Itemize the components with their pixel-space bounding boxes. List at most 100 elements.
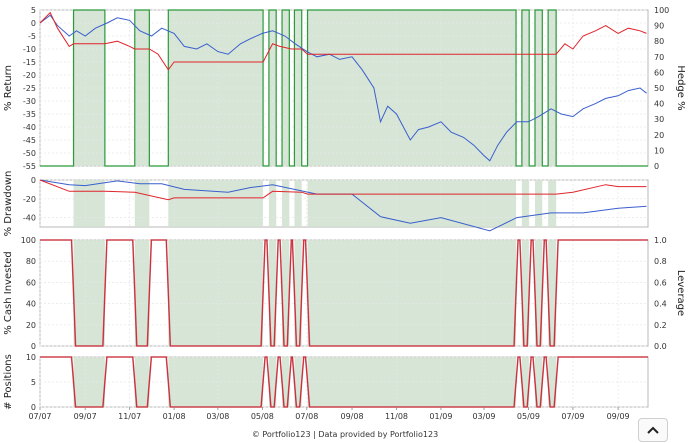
scroll-to-top-button[interactable]	[638, 418, 668, 442]
hedge-shade-positions-5	[294, 357, 302, 407]
ytick-return-3: -10	[23, 45, 36, 54]
hedge-shade-drawdown-3	[268, 180, 277, 227]
y2tick-cash-0: 1.0	[654, 236, 667, 245]
xtick-label-4: 03/08	[206, 412, 229, 421]
xtick-label-0: 07/07	[28, 412, 51, 421]
y-axis-label-drawdown: % Drawdown	[3, 171, 14, 237]
hedge-shade-positions-1	[134, 357, 150, 407]
ytick-return-8: -35	[23, 110, 36, 119]
ytick-return-6: -25	[23, 84, 36, 93]
hedge-shade-cash-4	[282, 240, 290, 346]
hedge-shade-drawdown-5	[294, 180, 302, 227]
y2-axis-label-return: Hedge %	[675, 65, 686, 110]
hedge-shade-drawdown-2	[168, 180, 264, 227]
hedge-shade-return-8	[535, 10, 543, 166]
hedge-shade-drawdown-6	[307, 180, 517, 227]
hedge-shade-cash-8	[535, 240, 543, 346]
hedge-line	[40, 9, 648, 167]
hedge-shade-drawdown-4	[282, 180, 290, 227]
hedge-shade-drawdown-9	[548, 180, 557, 227]
y2tick-return-6: 40	[654, 100, 664, 109]
xtick-label-6: 07/08	[295, 412, 318, 421]
ytick-return-12: -55	[23, 162, 36, 171]
xtick-label-12: 07/09	[561, 412, 584, 421]
y2tick-return-5: 50	[654, 84, 664, 93]
y2tick-return-0: 100	[654, 6, 669, 15]
ytick-positions-1: 5	[31, 378, 36, 387]
y-axis-label-positions: # Positions	[3, 354, 14, 410]
ytick-return-7: -30	[23, 97, 36, 106]
ytick-drawdown-0: 0	[31, 176, 36, 185]
red-line-return	[39, 11, 647, 71]
hedge-shade-cash-1	[134, 240, 150, 346]
hedge-shade-positions-8	[535, 357, 543, 407]
y2tick-return-4: 60	[654, 68, 664, 77]
hedge-shade-drawdown-1	[134, 180, 150, 227]
ytick-return-5: -20	[23, 71, 36, 80]
ytick-cash-2: 60	[26, 278, 36, 287]
y2tick-cash-2: 0.6	[654, 278, 667, 287]
footer-credit: © Portfolio123 | Data provided by Portfo…	[251, 430, 439, 439]
hedge-shade-drawdown-8	[535, 180, 543, 227]
chevron-up-icon	[647, 426, 659, 434]
y-axis-label-return: % Return	[3, 65, 14, 111]
hedge-shade-return-5	[294, 10, 302, 166]
y2tick-return-2: 80	[654, 37, 664, 46]
hedge-shade-cash-3	[268, 240, 277, 346]
blue-line-return	[39, 14, 647, 162]
hedge-shade-drawdown-7	[521, 180, 530, 227]
y2tick-cash-5: 0.0	[654, 342, 667, 351]
xtick-label-2: 11/07	[118, 412, 141, 421]
y2tick-cash-3: 0.4	[654, 300, 667, 309]
xtick-label-10: 03/09	[472, 412, 495, 421]
hedge-shade-cash-9	[548, 240, 557, 346]
y2tick-cash-1: 0.8	[654, 257, 667, 266]
xtick-label-1: 09/07	[74, 412, 97, 421]
ytick-return-2: -5	[28, 32, 36, 41]
hedge-shade-cash-5	[294, 240, 302, 346]
ytick-cash-3: 40	[26, 300, 36, 309]
data-layer	[39, 9, 648, 408]
xtick-label-11: 05/09	[517, 412, 540, 421]
ytick-cash-1: 80	[26, 257, 36, 266]
ytick-cash-4: 20	[26, 321, 36, 330]
step-line-positions	[40, 356, 648, 408]
ytick-drawdown-2: -40	[23, 214, 36, 223]
xtick-label-3: 01/08	[163, 412, 186, 421]
ytick-cash-0: 100	[21, 236, 36, 245]
y2tick-return-7: 30	[654, 115, 664, 124]
ytick-return-10: -45	[23, 136, 36, 145]
y2-axis-label-cash: Leverage	[675, 270, 686, 316]
y2tick-return-8: 20	[654, 131, 664, 140]
axes-layer: 50-5-10-15-20-25-30-35-40-45-50-55100908…	[3, 6, 686, 421]
y2tick-return-3: 70	[654, 53, 664, 62]
xtick-label-7: 09/08	[340, 412, 363, 421]
ytick-return-1: 0	[31, 19, 36, 28]
red-line-drawdown	[39, 179, 647, 201]
background-layer	[39, 9, 649, 408]
y-axis-label-cash: % Cash Invested	[3, 251, 14, 335]
y2tick-return-10: 0	[654, 162, 659, 171]
hedge-shade-cash-7	[521, 240, 530, 346]
hedge-shade-drawdown-0	[73, 180, 105, 227]
step-line-cash	[40, 239, 648, 347]
xtick-label-5: 05/08	[251, 412, 274, 421]
ytick-positions-0: 10	[26, 353, 36, 362]
ytick-positions-2: 0	[31, 403, 36, 412]
hedge-shade-cash-6	[307, 240, 517, 346]
y2tick-cash-4: 0.2	[654, 321, 667, 330]
ytick-return-11: -50	[23, 149, 36, 158]
y2tick-return-9: 10	[654, 146, 664, 155]
xtick-label-9: 01/09	[429, 412, 452, 421]
y2tick-return-1: 90	[654, 22, 664, 31]
ytick-return-4: -15	[23, 58, 36, 67]
xtick-label-8: 11/08	[385, 412, 408, 421]
ytick-return-0: 5	[31, 6, 36, 15]
hedge-shade-cash-2	[168, 240, 264, 346]
hedge-shade-cash-0	[73, 240, 105, 346]
ytick-return-9: -40	[23, 123, 36, 132]
ytick-cash-5: 0	[31, 342, 36, 351]
ytick-drawdown-1: -20	[23, 195, 36, 204]
